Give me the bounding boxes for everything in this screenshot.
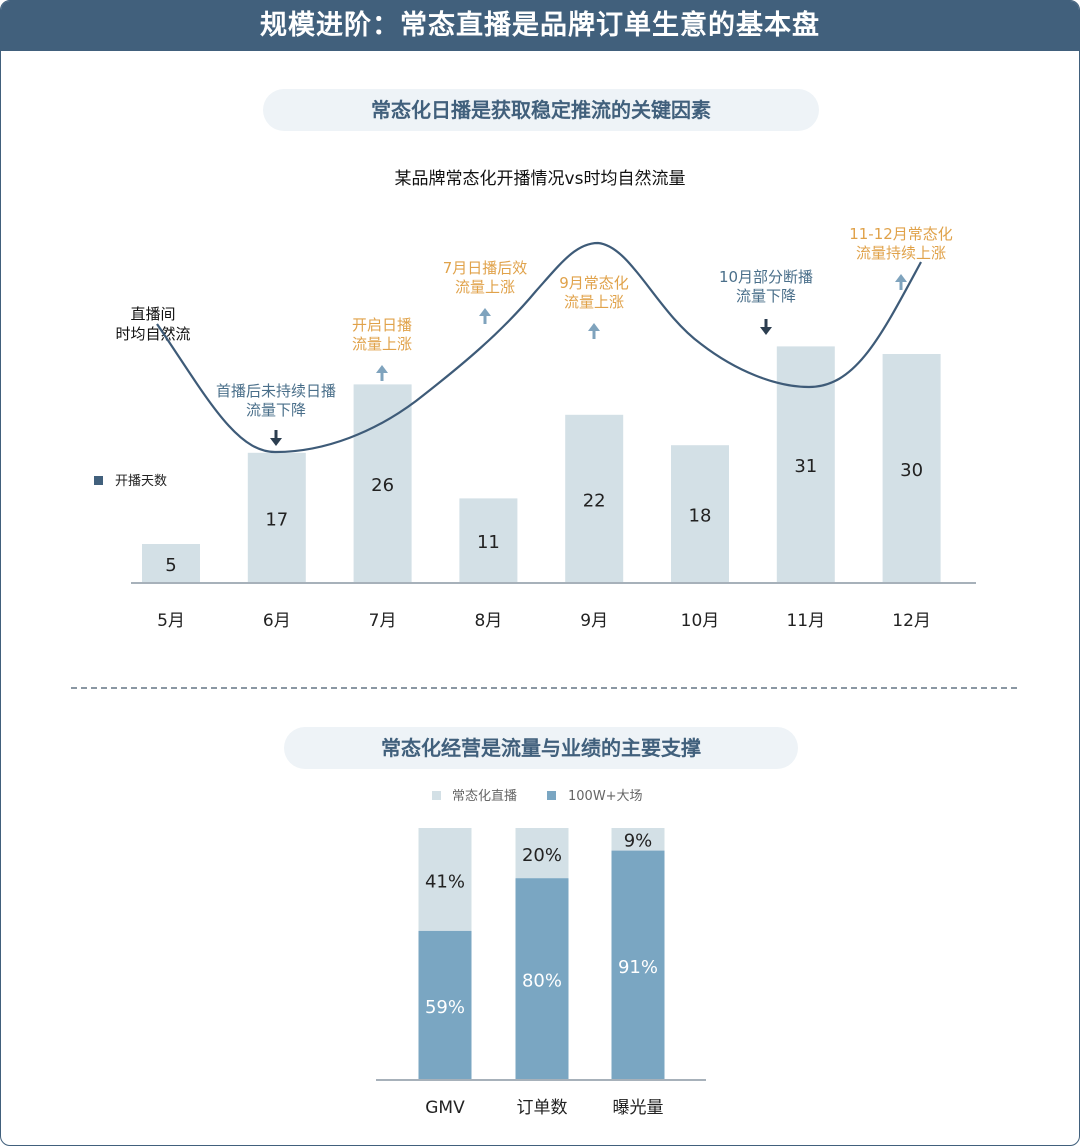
segment-regular-live [515, 828, 569, 879]
x-tick-label: 8月 [474, 611, 502, 631]
annotation-text: 7月日播后效 [443, 259, 528, 277]
segment-value-label: 59% [425, 997, 465, 1018]
legend-swatch-big-event [547, 791, 556, 800]
legend-swatch-regular-live [432, 791, 441, 800]
arrow-head [895, 274, 907, 282]
section-divider [71, 687, 1017, 689]
bar-value-label: 30 [900, 460, 923, 481]
bar-value-label: 18 [689, 506, 712, 527]
annotation-text: 流量上涨 [564, 293, 624, 311]
legend-label-big-event: 100W+大场 [568, 789, 643, 804]
annotation-text: 首播后未持续日播 [216, 382, 336, 400]
arrow-head [588, 323, 600, 331]
arrow-down-icon [270, 430, 282, 446]
segment-regular-live [611, 828, 665, 851]
bar-12月 [882, 354, 941, 582]
segment-big-event [611, 850, 665, 1079]
x-tick-label: 12月 [892, 611, 931, 631]
bar-10月 [671, 445, 729, 582]
chart-1-combo: 5 5月 17 6月 26 7月 11 8月 22 9月 18 10月 31 11月 30 12月 开播天数 直播… [94, 225, 976, 631]
segment-value-label: 80% [522, 971, 562, 992]
section-2-heading: 常态化经营是流量与业绩的主要支撑 [284, 727, 798, 769]
curve-label: 直播间 [130, 305, 175, 323]
arrow-head [760, 327, 772, 335]
annotation-text: 10月部分断播 [719, 268, 813, 286]
legend-swatch-open-days [94, 476, 103, 485]
x-tick-label: 5月 [157, 611, 185, 631]
arrow-down-icon [760, 319, 772, 335]
annotation-text: 流量持续上涨 [856, 244, 946, 262]
arrow-up-icon [895, 274, 907, 290]
bar-value-label: 22 [583, 490, 606, 511]
bar-value-label: 17 [265, 509, 288, 530]
arrow-head [479, 308, 491, 316]
segment-big-event [418, 930, 472, 1079]
arrow-up-icon [376, 365, 388, 381]
bar-value-label: 31 [794, 456, 817, 477]
x-tick-label: 9月 [580, 611, 608, 631]
bar-value-label: 5 [165, 555, 176, 576]
bar-value-label: 26 [371, 475, 394, 496]
chart-1-title: 某品牌常态化开播情况vs时均自然流量 [394, 169, 686, 189]
section-1-heading: 常态化日播是获取稳定推流的关键因素 [263, 89, 819, 131]
annotation-text: 流量下降 [736, 287, 796, 305]
arrow-up-icon [479, 308, 491, 324]
segment-value-label: 41% [425, 871, 465, 892]
legend-label-open-days: 开播天数 [115, 474, 167, 489]
bar-6月 [247, 452, 306, 582]
segment-value-label: 20% [522, 845, 562, 866]
annotation-text: 开启日播 [352, 316, 412, 334]
page-title: 规模进阶：常态直播是品牌订单生意的基本盘 [1, 1, 1079, 51]
x-tick-label: 11月 [786, 611, 825, 631]
x-tick-label: GMV [425, 1098, 465, 1118]
bar-5月 [142, 544, 200, 582]
x-tick-label: 6月 [263, 611, 291, 631]
segment-value-label: 9% [624, 830, 653, 851]
legend-label-regular-live: 常态化直播 [452, 789, 517, 804]
x-tick-label: 10月 [681, 611, 720, 631]
annotation-text: 11-12月常态化 [849, 225, 953, 243]
bar-9月 [565, 414, 624, 582]
x-tick-label: 曝光量 [613, 1098, 664, 1118]
bar-value-label: 11 [477, 532, 500, 553]
segment-regular-live [418, 828, 472, 931]
arrow-head [270, 438, 282, 446]
annotation-text: 流量下降 [246, 401, 306, 419]
segment-value-label: 91% [618, 957, 658, 978]
segment-big-event [515, 878, 569, 1079]
curve-label: 时均自然流 [115, 325, 190, 343]
arrow-head [376, 365, 388, 373]
traffic-trend-curve [156, 241, 922, 454]
x-tick-label: 7月 [369, 611, 397, 631]
annotation-text: 流量上涨 [352, 335, 412, 353]
x-tick-label: 订单数 [517, 1098, 568, 1118]
bar-7月 [353, 384, 412, 582]
bar-8月 [459, 498, 518, 582]
annotation-text: 流量上涨 [455, 278, 515, 296]
arrow-up-icon [588, 323, 600, 339]
annotation-text: 9月常态化 [559, 274, 629, 292]
